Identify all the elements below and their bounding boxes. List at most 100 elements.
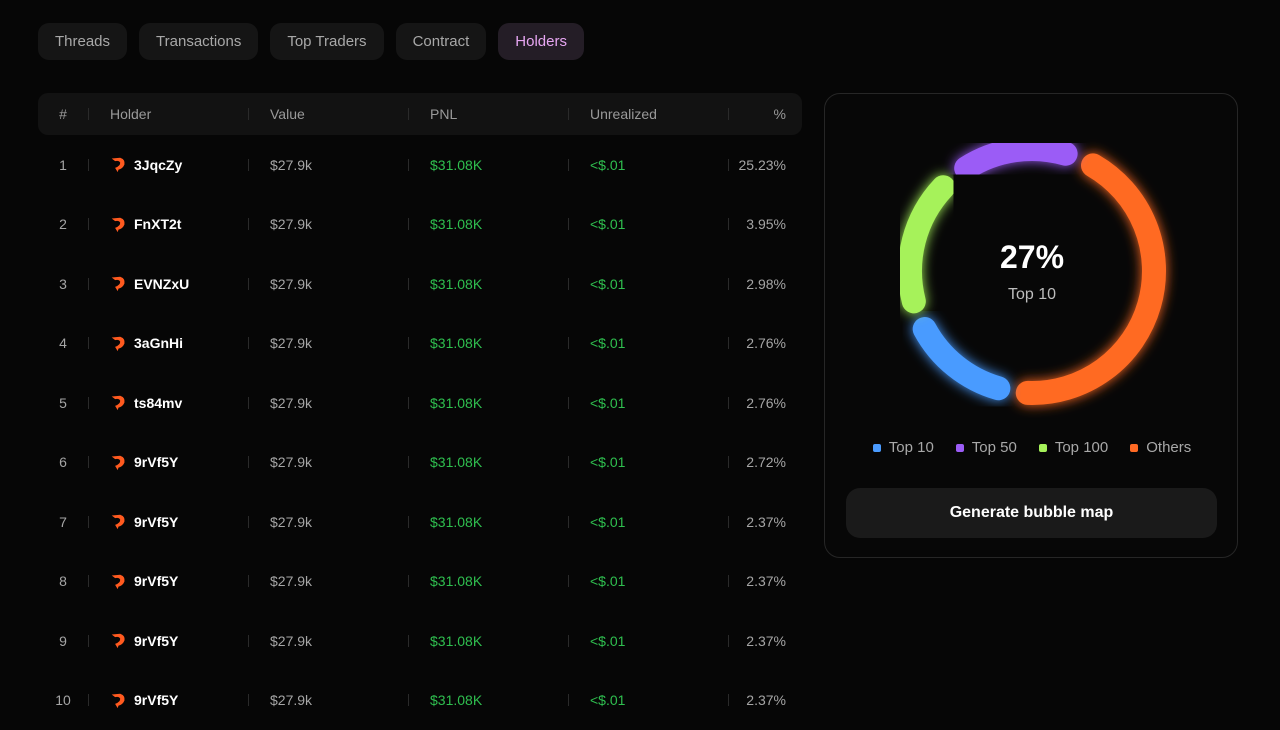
holder-cell[interactable]: 9rVf5Y [88, 492, 248, 552]
holder-name[interactable]: 9rVf5Y [134, 633, 178, 649]
value-cell: $27.9k [248, 195, 408, 255]
value-cell: $27.9k [248, 671, 408, 730]
holder-logo-icon [110, 216, 127, 233]
pct-cell: 2.98% [728, 254, 802, 314]
pnl-cell: $31.08K [408, 433, 568, 493]
header-num: # [38, 93, 88, 135]
holder-cell[interactable]: 9rVf5Y [88, 611, 248, 671]
header-pnl[interactable]: PNL [408, 93, 568, 135]
value-cell: $27.9k [248, 373, 408, 433]
unrealized-cell: <$.01 [568, 373, 728, 433]
holder-logo-icon [110, 275, 127, 292]
unrealized-cell: <$.01 [568, 671, 728, 730]
row-num: 2 [38, 195, 88, 255]
unrealized-cell: <$.01 [568, 254, 728, 314]
chart-legend: Top 10 Top 50 Top 100 Others [825, 439, 1239, 456]
table-row[interactable]: 7 9rVf5Y $27.9k $31.08K <$.01 2.37% [38, 492, 802, 552]
pct-cell: 2.37% [728, 492, 802, 552]
pnl-cell: $31.08K [408, 552, 568, 612]
tab-holders[interactable]: Holders [498, 23, 584, 60]
tab-contract[interactable]: Contract [396, 23, 487, 60]
pnl-cell: $31.08K [408, 671, 568, 730]
holder-cell[interactable]: 3JqcZy [88, 135, 248, 195]
holder-name[interactable]: 3JqcZy [134, 157, 182, 173]
table-row[interactable]: 3 EVNZxU $27.9k $31.08K <$.01 2.98% [38, 254, 802, 314]
row-num: 9 [38, 611, 88, 671]
pct-cell: 2.76% [728, 314, 802, 374]
holder-name[interactable]: EVNZxU [134, 276, 189, 292]
tab-transactions[interactable]: Transactions [139, 23, 258, 60]
holder-name[interactable]: 9rVf5Y [134, 454, 178, 470]
header-value[interactable]: Value [248, 93, 408, 135]
pct-cell: 2.37% [728, 611, 802, 671]
pnl-cell: $31.08K [408, 135, 568, 195]
table-row[interactable]: 8 9rVf5Y $27.9k $31.08K <$.01 2.37% [38, 552, 802, 612]
value-cell: $27.9k [248, 254, 408, 314]
pct-cell: 2.37% [728, 552, 802, 612]
unrealized-cell: <$.01 [568, 492, 728, 552]
header-holder[interactable]: Holder [88, 93, 248, 135]
holder-cell[interactable]: FnXT2t [88, 195, 248, 255]
legend-label: Top 100 [1055, 439, 1108, 456]
holder-name[interactable]: ts84mv [134, 395, 182, 411]
legend-item: Top 100 [1039, 439, 1108, 456]
table-row[interactable]: 1 3JqcZy $27.9k $31.08K <$.01 25.23% [38, 135, 802, 195]
holder-logo-icon [110, 156, 127, 173]
holder-logo-icon [110, 632, 127, 649]
tab-bar: Threads Transactions Top Traders Contract Ho… [38, 23, 584, 60]
pnl-cell: $31.08K [408, 611, 568, 671]
holder-name[interactable]: 9rVf5Y [134, 573, 178, 589]
legend-label: Top 10 [889, 439, 934, 456]
table-row[interactable]: 4 3aGnHi $27.9k $31.08K <$.01 2.76% [38, 314, 802, 374]
holder-cell[interactable]: ts84mv [88, 373, 248, 433]
holder-cell[interactable]: 3aGnHi [88, 314, 248, 374]
holder-cell[interactable]: 9rVf5Y [88, 671, 248, 730]
row-num: 7 [38, 492, 88, 552]
row-num: 3 [38, 254, 88, 314]
unrealized-cell: <$.01 [568, 135, 728, 195]
holder-logo-icon [110, 394, 127, 411]
legend-swatch [1039, 444, 1047, 452]
row-num: 6 [38, 433, 88, 493]
row-num: 8 [38, 552, 88, 612]
unrealized-cell: <$.01 [568, 611, 728, 671]
tab-top-traders[interactable]: Top Traders [270, 23, 383, 60]
generate-bubble-map-button[interactable]: Generate bubble map [846, 488, 1217, 538]
unrealized-cell: <$.01 [568, 433, 728, 493]
table-row[interactable]: 5 ts84mv $27.9k $31.08K <$.01 2.76% [38, 373, 802, 433]
unrealized-cell: <$.01 [568, 195, 728, 255]
pct-cell: 2.37% [728, 671, 802, 730]
holder-name[interactable]: FnXT2t [134, 216, 181, 232]
tab-threads[interactable]: Threads [38, 23, 127, 60]
donut-segment-top-50 [966, 149, 1065, 168]
table-row[interactable]: 2 FnXT2t $27.9k $31.08K <$.01 3.95% [38, 195, 802, 255]
table-row[interactable]: 9 9rVf5Y $27.9k $31.08K <$.01 2.37% [38, 611, 802, 671]
donut-segment-others [1028, 165, 1154, 393]
donut-center-value: 27% [825, 239, 1239, 276]
holder-cell[interactable]: 9rVf5Y [88, 552, 248, 612]
pct-cell: 2.72% [728, 433, 802, 493]
holder-name[interactable]: 9rVf5Y [134, 514, 178, 530]
legend-swatch [1130, 444, 1138, 452]
pnl-cell: $31.08K [408, 254, 568, 314]
legend-item: Others [1130, 439, 1191, 456]
holder-cell[interactable]: 9rVf5Y [88, 433, 248, 493]
holder-name[interactable]: 9rVf5Y [134, 692, 178, 708]
holder-cell[interactable]: EVNZxU [88, 254, 248, 314]
pnl-cell: $31.08K [408, 492, 568, 552]
legend-item: Top 10 [873, 439, 934, 456]
holder-name[interactable]: 3aGnHi [134, 335, 183, 351]
value-cell: $27.9k [248, 611, 408, 671]
table-row[interactable]: 6 9rVf5Y $27.9k $31.08K <$.01 2.72% [38, 433, 802, 493]
header-pct[interactable]: % [728, 93, 802, 135]
legend-item: Top 50 [956, 439, 1017, 456]
header-unrealized[interactable]: Unrealized [568, 93, 728, 135]
holders-distribution-panel: 27% Top 10 Top 10 Top 50 Top 100 Others Gen… [824, 93, 1238, 558]
pnl-cell: $31.08K [408, 195, 568, 255]
value-cell: $27.9k [248, 492, 408, 552]
table-row[interactable]: 10 9rVf5Y $27.9k $31.08K <$.01 2.37% [38, 671, 802, 730]
value-cell: $27.9k [248, 135, 408, 195]
holder-logo-icon [110, 573, 127, 590]
legend-label: Others [1146, 439, 1191, 456]
donut-center-label: Top 10 [825, 286, 1239, 304]
